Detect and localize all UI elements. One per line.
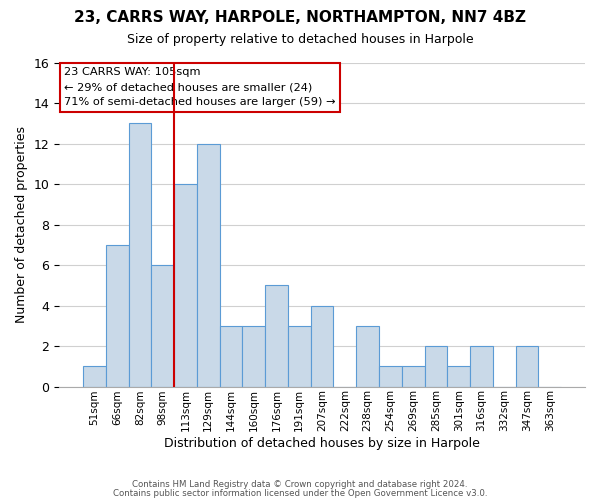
Text: 23 CARRS WAY: 105sqm
← 29% of detached houses are smaller (24)
71% of semi-detac: 23 CARRS WAY: 105sqm ← 29% of detached h… (64, 68, 336, 107)
Bar (402, 366, 425, 386)
Bar (425, 346, 447, 387)
Bar (220, 326, 242, 386)
Bar (515, 346, 538, 387)
X-axis label: Distribution of detached houses by size in Harpole: Distribution of detached houses by size … (164, 437, 480, 450)
Bar (83, 366, 106, 386)
Bar (470, 346, 493, 387)
Bar (197, 144, 220, 386)
Bar (379, 366, 402, 386)
Text: Size of property relative to detached houses in Harpole: Size of property relative to detached ho… (127, 32, 473, 46)
Bar (242, 326, 265, 386)
Bar (106, 245, 128, 386)
Bar (311, 306, 334, 386)
Y-axis label: Number of detached properties: Number of detached properties (15, 126, 28, 323)
Bar (288, 326, 311, 386)
Bar (174, 184, 197, 386)
Bar (447, 366, 470, 386)
Text: Contains HM Land Registry data © Crown copyright and database right 2024.: Contains HM Land Registry data © Crown c… (132, 480, 468, 489)
Bar (128, 124, 151, 386)
Text: 23, CARRS WAY, HARPOLE, NORTHAMPTON, NN7 4BZ: 23, CARRS WAY, HARPOLE, NORTHAMPTON, NN7… (74, 10, 526, 25)
Text: Contains public sector information licensed under the Open Government Licence v3: Contains public sector information licen… (113, 489, 487, 498)
Bar (265, 286, 288, 386)
Bar (356, 326, 379, 386)
Bar (151, 265, 174, 386)
